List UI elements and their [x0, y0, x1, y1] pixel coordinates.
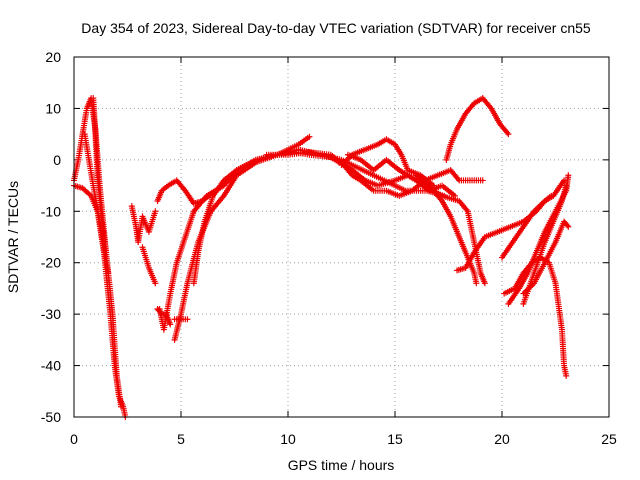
x-tick-label: 25 [601, 431, 617, 447]
series-markers [413, 172, 480, 287]
chart-title: Day 354 of 2023, Sidereal Day-to-day VTE… [81, 20, 591, 36]
series-markers [520, 218, 572, 297]
series-track-l [190, 149, 488, 287]
y-tick-label: -50 [41, 409, 61, 425]
grid [74, 57, 609, 417]
x-tick-labels: 0 5 10 15 20 25 [70, 431, 617, 447]
y-tick-label: -40 [41, 358, 61, 374]
x-tick-label: 0 [70, 431, 78, 447]
y-tick-labels: -50 -40 -30 -20 -10 0 10 20 [41, 49, 61, 425]
y-tick-label: -30 [41, 306, 61, 322]
y-tick-label: 10 [45, 100, 61, 116]
series-markers [128, 203, 159, 246]
series-track-q [413, 172, 480, 287]
y-tick-label: 0 [53, 152, 61, 168]
x-tick-label: 20 [494, 431, 510, 447]
series-track-k [171, 316, 191, 323]
x-tick-label: 10 [280, 431, 296, 447]
x-tick-label: 15 [387, 431, 403, 447]
plot-data [71, 95, 572, 420]
series-markers [443, 95, 512, 163]
series-markers [263, 149, 486, 199]
axis-ticks [73, 56, 610, 418]
y-axis-label: SDTVAR / TECUs [5, 181, 21, 293]
series-markers [90, 95, 110, 256]
x-axis-label: GPS time / hours [288, 457, 395, 473]
series-markers [171, 316, 191, 323]
series-markers [190, 149, 488, 287]
series-track-p [443, 95, 512, 163]
series-markers [139, 244, 159, 287]
y-tick-label: 20 [45, 49, 61, 65]
plot-frame [73, 56, 610, 418]
series-track-w [499, 192, 555, 261]
y-tick-label: -20 [41, 255, 61, 271]
series-track-e [128, 203, 159, 246]
series-markers [499, 192, 555, 261]
series-track-m [263, 149, 486, 199]
y-tick-label: -10 [41, 203, 61, 219]
series-track-v [520, 218, 572, 297]
series-track-f [139, 244, 159, 287]
x-tick-label: 5 [177, 431, 185, 447]
series-track-d [90, 95, 110, 256]
